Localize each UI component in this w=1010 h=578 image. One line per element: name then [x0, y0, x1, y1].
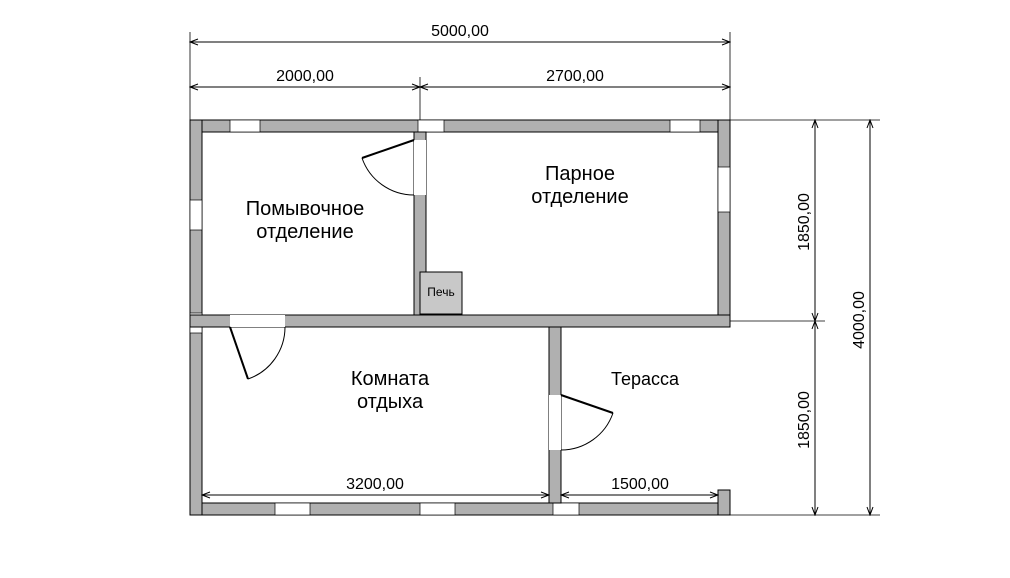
room-wash-l1: Помывочное [246, 198, 364, 220]
stove-label: Печь [427, 285, 454, 299]
dim-right-lower: 1850,00 [796, 391, 813, 449]
dim-top-left: 2000,00 [276, 68, 334, 85]
dim-top-right: 2700,00 [546, 68, 604, 85]
room-relax-l2: отдыха [357, 391, 424, 413]
room-steam-l2: отделение [531, 186, 628, 208]
room-steam-l1: Парное [545, 163, 615, 185]
room-terrace: Терасса [611, 369, 680, 389]
dim-right-overall: 4000,00 [851, 291, 868, 349]
dim-right-upper: 1850,00 [796, 193, 813, 251]
room-wash-l2: отделение [256, 221, 353, 243]
dim-top-overall: 5000,00 [431, 23, 489, 40]
dim-bottom-left: 3200,00 [346, 476, 404, 493]
dim-bottom-right: 1500,00 [611, 476, 669, 493]
room-relax-l1: Комната [351, 368, 430, 390]
